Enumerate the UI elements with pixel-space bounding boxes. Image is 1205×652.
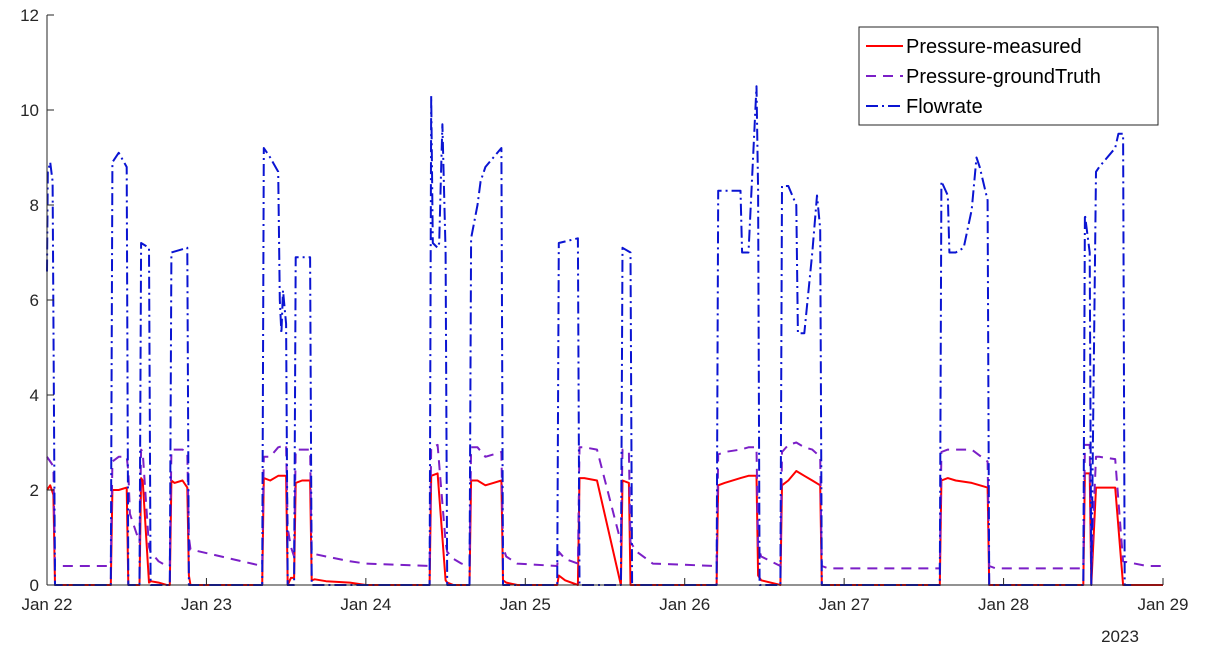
x-tick-label: Jan 26 [659, 595, 710, 614]
x-tick-label: Jan 23 [181, 595, 232, 614]
x-tick-label: Jan 22 [21, 595, 72, 614]
legend-label-3: Flowrate [906, 96, 983, 118]
series-line-1 [46, 470, 1163, 586]
x-tick-label: Jan 25 [500, 595, 551, 614]
x-tick-labels: Jan 22 Jan 23 Jan 24 Jan 25 Jan 26 Jan 27 Jan … [21, 595, 1188, 614]
y-tick-label: 2 [30, 481, 39, 500]
plot-series [46, 85, 1163, 586]
y-tick-label: 6 [30, 291, 39, 310]
y-tick-label: 8 [30, 196, 39, 215]
legend-box [858, 26, 1159, 126]
y-tick-label: 10 [20, 101, 39, 120]
legend-label-1: Pressure-measured [906, 36, 1082, 58]
x-tick-label: Jan 29 [1137, 595, 1188, 614]
series-line-2 [46, 441, 1163, 570]
x-axis-year-label: 2023 [1101, 627, 1139, 646]
series-line-3 [46, 85, 1132, 586]
y-tick-label: 12 [20, 6, 39, 25]
y-tick-label: 0 [30, 576, 39, 595]
legend: Pressure-measured Pressure-groundTruth Flo… [858, 26, 1159, 126]
axes [46, 14, 1164, 586]
y-tick-label: 4 [30, 386, 39, 405]
legend-label-2: Pressure-groundTruth [906, 66, 1101, 88]
x-tick-label: Jan 28 [978, 595, 1029, 614]
x-tick-label: Jan 27 [819, 595, 870, 614]
x-tick-label: Jan 24 [340, 595, 391, 614]
y-tick-labels: 0 2 4 6 8 10 12 [20, 6, 39, 595]
